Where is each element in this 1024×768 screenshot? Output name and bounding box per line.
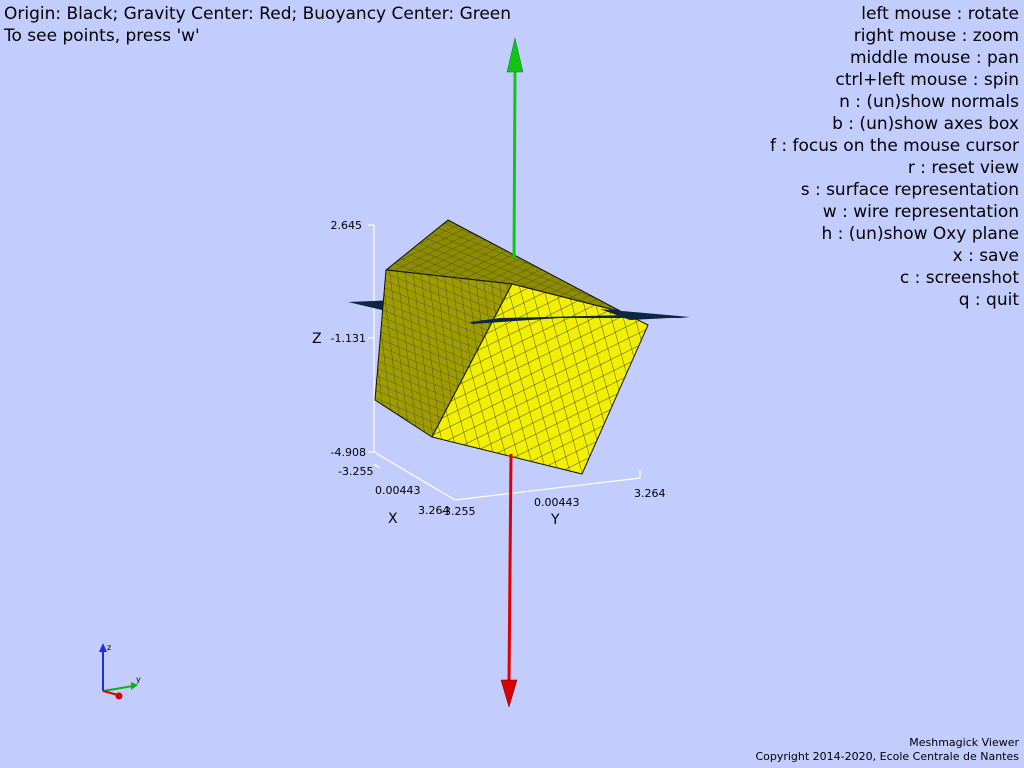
help-rotate: left mouse : rotate [861,4,1019,24]
y-tick-max: 3.264 [634,487,666,500]
help-wire: w : wire representation [822,202,1019,222]
footer: Meshmagick Viewer Copyright 2014-2020, E… [755,736,1019,764]
z-tick-min: -4.908 [331,446,366,459]
x-axis-label: X [388,511,398,527]
footer-app-name: Meshmagick Viewer [909,736,1019,749]
y-tick-min: -3.255 [440,505,475,518]
help-normals: n : (un)show normals [839,92,1019,112]
y-axis-label: Y [550,512,560,528]
help-screenshot: c : screenshot [899,268,1019,288]
keyboard-help: left mouse : rotate right mouse : zoom m… [770,3,1019,311]
legend-text: Origin: Black; Gravity Center: Red; Buoy… [4,4,512,24]
legend-panel: Origin: Black; Gravity Center: Red; Buoy… [4,3,511,47]
buoyancy-center-arrow [506,37,524,259]
x-tick-min: -3.255 [338,465,373,478]
help-axes-box: b : (un)show axes box [832,114,1019,134]
help-surface: s : surface representation [800,180,1019,200]
z-tick-max: 2.645 [331,219,363,232]
help-oxy-plane: h : (un)show Oxy plane [821,224,1019,244]
x-tick-max: 3.264 [418,504,450,517]
help-reset: r : reset view [907,158,1019,178]
help-pan: middle mouse : pan [849,48,1019,68]
triad-z-label: z [107,643,111,652]
help-spin: ctrl+left mouse : spin [835,70,1019,90]
y-tick-mid: 0.00443 [534,496,580,509]
help-quit: q : quit [958,290,1019,310]
z-tick-mid: -1.131 [331,332,366,345]
axes-box [368,224,641,501]
help-zoom: right mouse : zoom [853,26,1019,46]
help-save: x : save [952,246,1019,266]
mesh-cube [374,219,649,475]
y-axis-line [454,477,641,501]
z-axis-label: Z [312,331,322,347]
mesh-face-front [431,283,649,475]
orientation-triad: z y [99,643,141,700]
x-axis-line [373,451,456,501]
points-hint: To see points, press 'w' [4,26,200,46]
help-focus: f : focus on the mouse cursor [770,136,1019,156]
footer-copyright: Copyright 2014-2020, Ecole Centrale de N… [755,750,1019,763]
x-tick-mid: 0.00443 [375,484,421,497]
gravity-center-arrow [500,453,518,708]
triad-y-label: y [136,675,141,684]
